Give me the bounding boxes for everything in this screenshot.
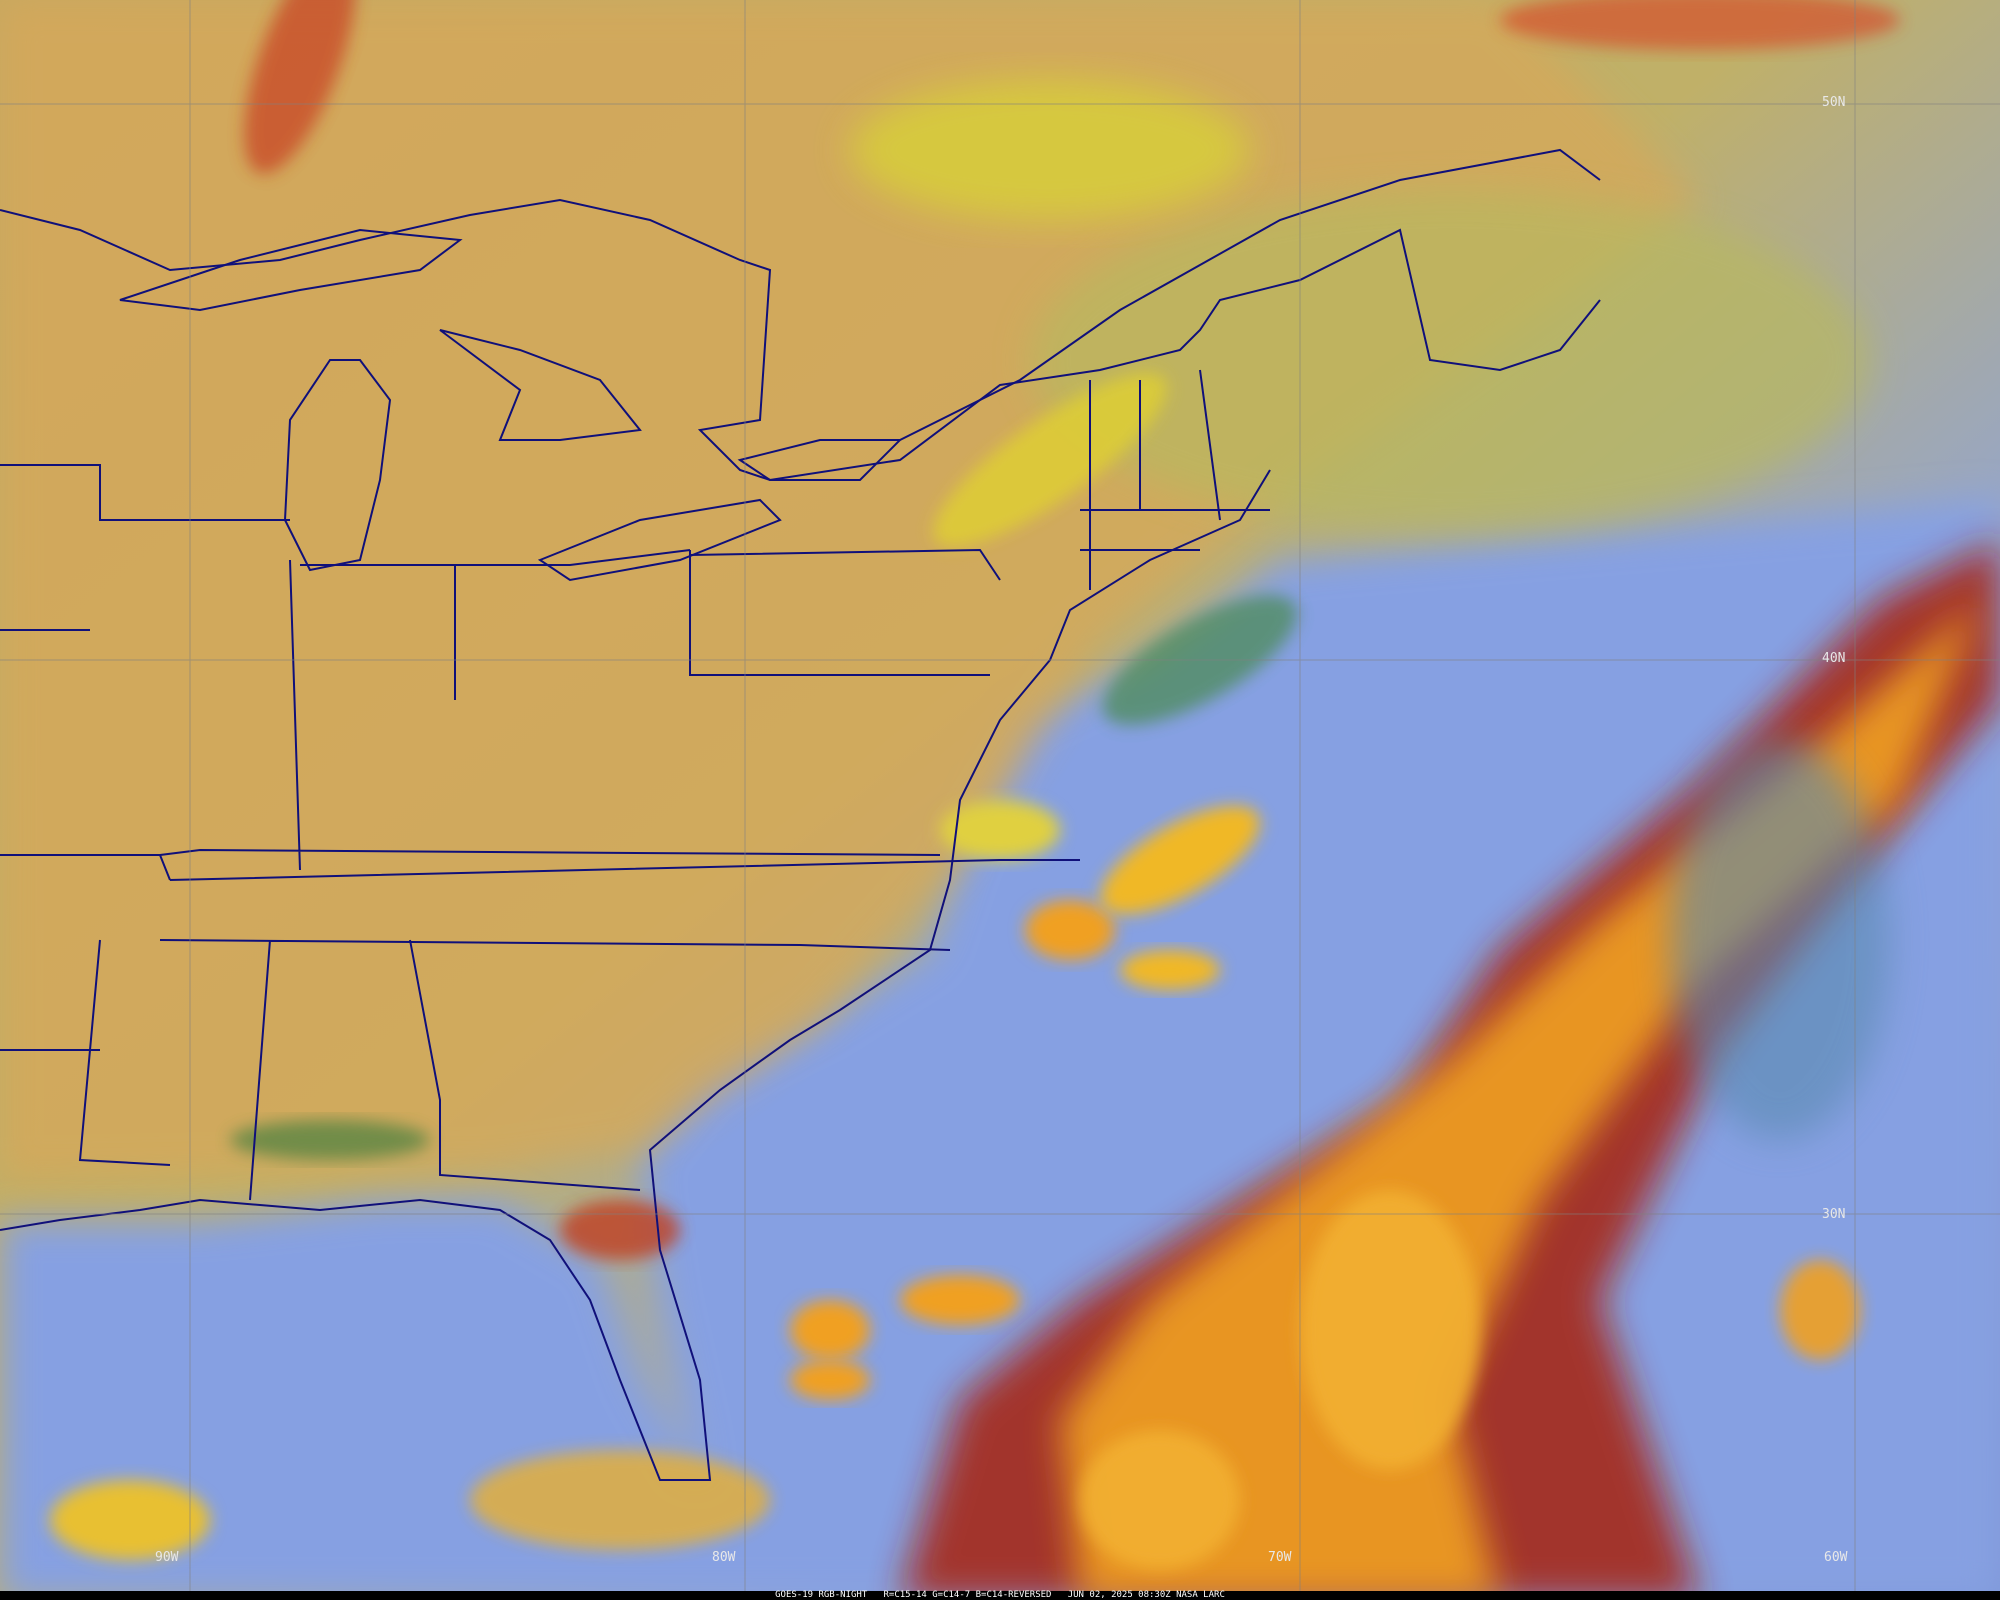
great-lake-erie xyxy=(537,498,782,582)
lat-label-40n: 40N xyxy=(1822,651,1845,666)
great-lake-huron xyxy=(439,329,642,441)
lon-label-90w: 90W xyxy=(155,1550,179,1565)
great-lake-michigan xyxy=(283,359,392,572)
cloud-area-canada xyxy=(1030,190,1870,530)
image-caption: GOES-19 RGB-NIGHT R=C15-14 G=C14-7 B=C14… xyxy=(0,1591,2000,1600)
cloud-patch-top xyxy=(1500,0,1900,50)
cloud-cluster xyxy=(230,1120,430,1160)
great-lake-ontario xyxy=(737,439,903,481)
cloud-cluster xyxy=(560,1200,680,1260)
cloud-cluster xyxy=(790,1300,870,1360)
low-cloud-quebec xyxy=(850,80,1250,220)
state-borders xyxy=(0,369,1270,1201)
grid-labels: 50N 40N 30N 90W 80W 70W 60W xyxy=(155,95,1848,1565)
convective-cell xyxy=(1780,1260,1860,1360)
cloud-cluster xyxy=(790,1360,870,1400)
cloud-cluster xyxy=(1100,805,1260,915)
convective-cell xyxy=(1300,1190,1480,1470)
cloud-cluster xyxy=(900,1275,1020,1325)
great-lake-superior xyxy=(119,228,463,312)
convective-cell xyxy=(1080,1430,1240,1570)
st-lawrence xyxy=(899,148,1601,441)
coastline-east xyxy=(0,469,1271,1481)
cloud-cluster xyxy=(470,1450,770,1550)
lon-label-80w: 80W xyxy=(712,1550,736,1565)
cloud-cluster xyxy=(1025,900,1115,960)
border-us-canada xyxy=(0,198,1601,482)
lat-label-30n: 30N xyxy=(1822,1207,1845,1222)
low-cloud-newengland xyxy=(933,373,1167,547)
cloud-cluster xyxy=(50,1480,210,1560)
cloud-cluster xyxy=(940,800,1060,860)
cloud-cluster xyxy=(1120,950,1220,990)
political-boundaries xyxy=(0,148,1601,1481)
cloud-patch-north xyxy=(244,0,356,174)
lon-label-60w: 60W xyxy=(1824,1550,1848,1565)
lon-label-70w: 70W xyxy=(1268,1550,1292,1565)
cloud-area-east xyxy=(1670,740,1890,1140)
lat-label-50n: 50N xyxy=(1822,95,1845,110)
